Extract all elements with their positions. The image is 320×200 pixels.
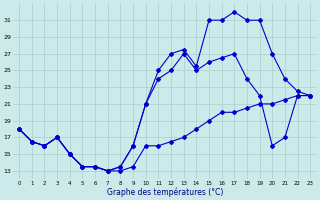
- X-axis label: Graphe des températures (°C): Graphe des températures (°C): [107, 187, 223, 197]
